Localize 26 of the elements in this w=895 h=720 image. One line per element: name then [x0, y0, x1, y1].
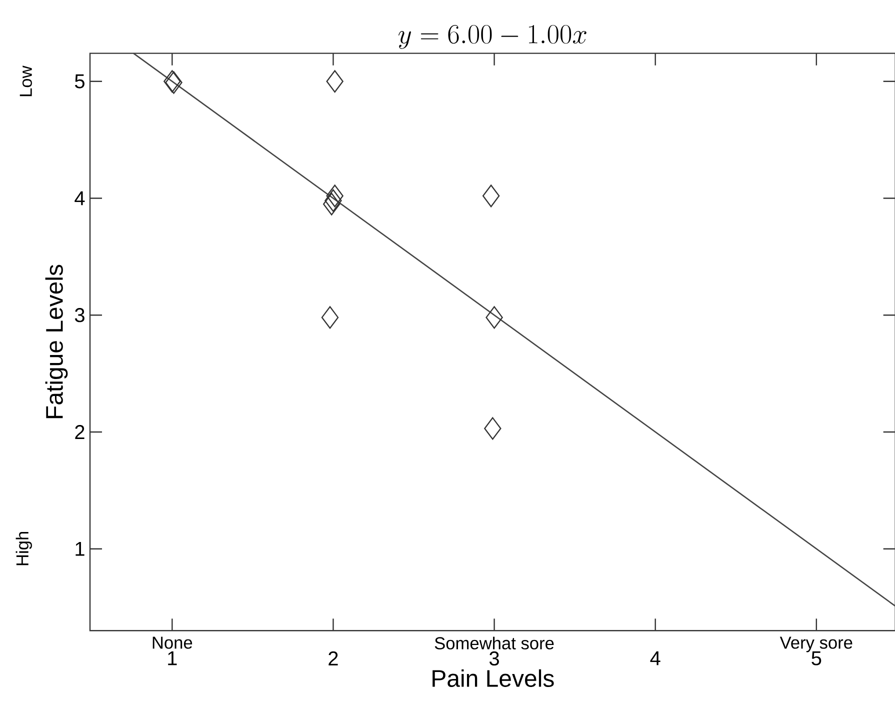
- x-tick-label: 4: [650, 651, 660, 666]
- point: [486, 306, 503, 329]
- chart-title: $y = 6.00 - 1.00x$: [398, 24, 586, 49]
- y-tick-label: 4: [74, 191, 85, 206]
- point: [326, 70, 344, 93]
- point: [323, 192, 340, 216]
- x-tick-label: 5: [812, 651, 822, 666]
- point: [482, 184, 500, 208]
- text: High: [16, 532, 32, 566]
- text: Somewhat sore: [434, 636, 554, 650]
- y-tick-label: 5: [74, 74, 84, 88]
- x-axis-title: Pain Levels: [432, 669, 554, 687]
- x-tick-label: 1: [168, 651, 177, 666]
- point: [321, 306, 339, 329]
- text: Very sore: [780, 636, 852, 652]
- y-axis-title: Fatigue Levels: [45, 264, 68, 418]
- text: None: [152, 636, 192, 649]
- text: Low: [20, 66, 32, 96]
- y-tick-label: 1: [76, 542, 84, 556]
- point: [324, 189, 342, 212]
- x-tick-label: 3: [489, 651, 499, 666]
- y-tick-label: 3: [74, 308, 84, 322]
- point: [484, 417, 502, 440]
- y-tick-label: 2: [75, 424, 84, 439]
- point: [326, 184, 344, 208]
- x-tick-label: 2: [328, 651, 338, 666]
